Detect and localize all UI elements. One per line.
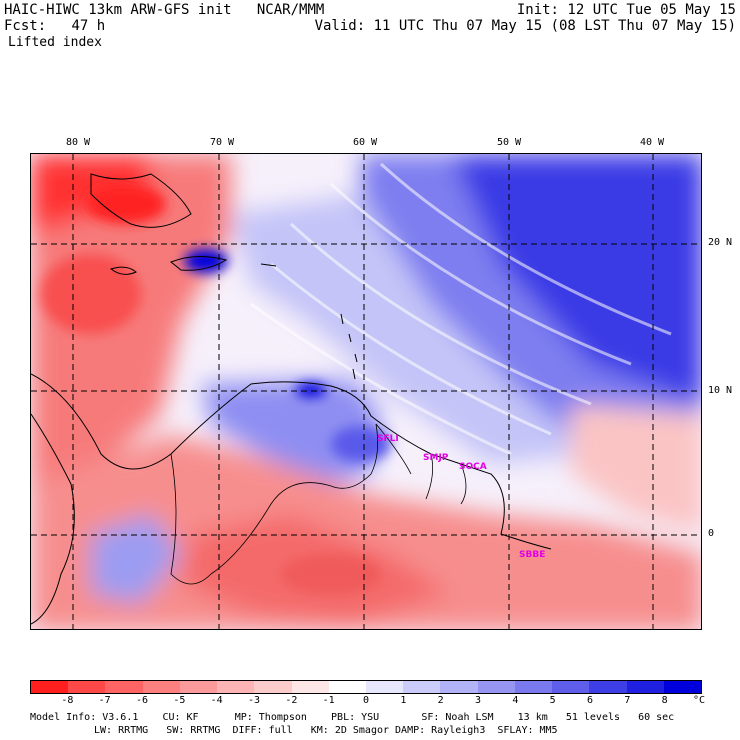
legend-swatch	[328, 681, 366, 693]
legend-tick-label: 6	[587, 695, 594, 706]
legend-swatch	[217, 681, 255, 693]
legend-swatch	[365, 681, 404, 693]
legend-tick-label: -5	[173, 695, 186, 706]
lat-label-10n: 10 N	[708, 385, 733, 396]
lon-label-80w: 80 W	[66, 137, 91, 148]
lon-label-50w: 50 W	[497, 137, 522, 148]
field-name: Lifted index	[8, 35, 102, 50]
legend-swatch	[254, 681, 292, 693]
station-sfli: SFLI	[377, 434, 399, 444]
map-canvas: SFLI SMJP SOCA SBBE	[31, 154, 701, 629]
legend-swatch	[31, 681, 69, 693]
lat-label-eq: 0	[708, 528, 715, 539]
legend-swatch	[291, 681, 329, 693]
legend-unit: °C	[693, 695, 706, 706]
field-stable-west	[31, 154, 231, 484]
legend-tick-label: -2	[285, 695, 298, 706]
lon-label-40w: 40 W	[640, 137, 665, 148]
legend-swatch	[514, 681, 553, 693]
field-unstable-high	[431, 154, 701, 404]
coastlines	[31, 173, 552, 625]
legend-swatch	[179, 681, 218, 693]
station-labels: SFLI SMJP SOCA SBBE	[377, 434, 545, 560]
puerto-rico-blob	[184, 249, 228, 273]
model-info-line1: Model Info: V3.6.1 CU: KF MP: Thompson P…	[30, 712, 675, 723]
valid-time: Valid: 11 UTC Thu 07 May 15 (08 LST Thu …	[314, 18, 736, 34]
graticule	[31, 154, 701, 629]
legend-tick-label: 5	[549, 695, 556, 706]
legend-tick-label: 0	[363, 695, 370, 706]
color-legend	[30, 680, 702, 694]
model-info-line2: LW: RRTMG SW: RRTMG DIFF: full KM: 2D Sm…	[94, 725, 558, 736]
legend-swatch	[105, 681, 143, 693]
legend-tick-label: 1	[400, 695, 407, 706]
legend-swatch	[403, 681, 441, 693]
legend-swatch	[663, 681, 701, 693]
station-soca: SOCA	[459, 462, 487, 472]
legend-tick-label: 7	[624, 695, 631, 706]
legend-swatch	[142, 681, 180, 693]
lon-label-70w: 70 W	[210, 137, 235, 148]
legend-tick-label: 8	[661, 695, 668, 706]
legend-tick-label: -1	[322, 695, 335, 706]
legend-tick-label: 3	[475, 695, 482, 706]
legend-tick-label: -3	[248, 695, 261, 706]
init-time: Init: 12 UTC Tue 05 May 15	[516, 2, 736, 18]
lon-label-60w: 60 W	[353, 137, 378, 148]
station-smjp: SMJP	[423, 453, 449, 463]
legend-tick-label: -7	[98, 695, 111, 706]
legend-tick-label: -4	[210, 695, 223, 706]
legend-tick-label: -6	[136, 695, 149, 706]
legend-swatch	[626, 681, 664, 693]
legend-tick-label: 4	[512, 695, 519, 706]
legend-swatch	[552, 681, 590, 693]
lat-label-20n: 20 N	[708, 237, 733, 248]
legend-swatch	[477, 681, 515, 693]
legend-tick-label: -8	[61, 695, 74, 706]
borders	[170, 423, 467, 585]
legend-swatch	[440, 681, 478, 693]
legend-swatch	[589, 681, 627, 693]
lifted-index-map: SFLI SMJP SOCA SBBE	[30, 153, 702, 630]
legend-swatch	[68, 681, 106, 693]
model-title: HAIC-HIWC 13km ARW-GFS init NCAR/MMM	[4, 2, 325, 18]
legend-tick-label: 2	[437, 695, 444, 706]
station-sbbe: SBBE	[519, 550, 545, 560]
forecast-hour: Fcst: 47 h	[4, 18, 106, 34]
